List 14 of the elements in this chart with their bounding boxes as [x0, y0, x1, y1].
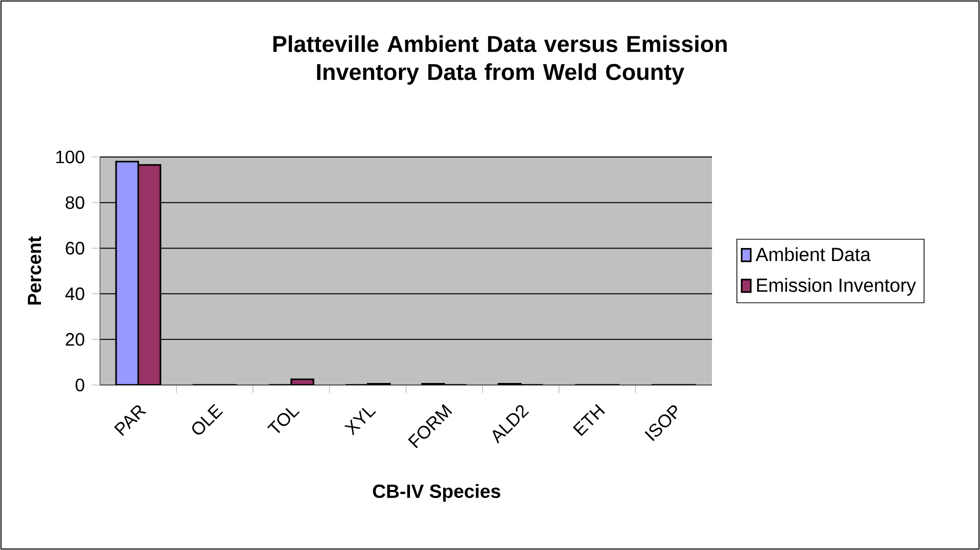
- x-tick-label: OLE: [192, 404, 224, 434]
- y-tick-label: 0: [76, 378, 84, 392]
- y-tick-label: 100: [56, 150, 84, 164]
- legend-label: Emission Inventory: [757, 278, 916, 296]
- y-tick-label: 60: [66, 242, 84, 255]
- x-axis-title: CB-IV Species: [372, 484, 500, 502]
- x-tick-label: TOL: [267, 408, 300, 434]
- legend-label: Ambient Data: [756, 247, 871, 262]
- y-axis-title: Percent: [28, 236, 42, 305]
- x-tick-label: XYL: [344, 408, 376, 436]
- y-tick-label: 40: [65, 287, 84, 300]
- y-tick-label: 20: [66, 333, 84, 346]
- chart-title: Platteville Ambient Data versus Emission Inventory Data from Weld County: [273, 35, 727, 85]
- y-tick-label: 80: [66, 196, 84, 209]
